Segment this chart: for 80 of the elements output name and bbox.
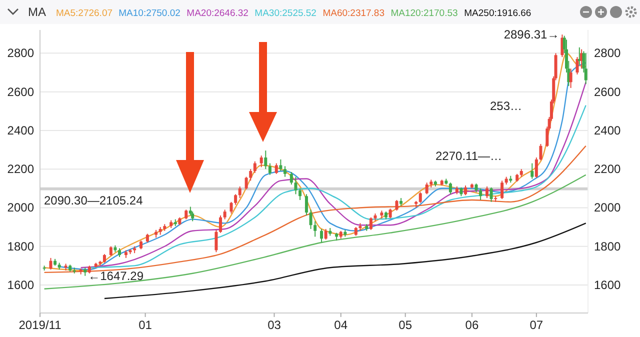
- candlestick: [244, 176, 248, 190]
- candlestick: [294, 176, 298, 195]
- candlestick: [479, 188, 482, 200]
- candlestick: [320, 228, 324, 243]
- y2-tick-label: 1800: [594, 239, 622, 254]
- candlestick: [230, 201, 233, 214]
- y-tick-label: 1800: [7, 239, 34, 254]
- y2-tick-label: 2800: [594, 46, 622, 60]
- candlestick: [268, 162, 272, 176]
- annotation: 2270.11—…: [436, 149, 502, 163]
- y2-tick-label: 2000: [594, 200, 622, 215]
- candlestick: [448, 182, 452, 195]
- candlestick: [219, 214, 222, 234]
- candlestick: [304, 194, 308, 216]
- annotation: ←1647.29: [88, 268, 144, 283]
- annotation: 253…: [490, 99, 522, 113]
- text: MA5:2726.07: [56, 8, 113, 19]
- candlestick: [274, 162, 278, 174]
- x-tick-label: 06: [465, 318, 479, 332]
- candlestick: [395, 199, 398, 212]
- candlestick: [324, 228, 328, 240]
- candlestick: [283, 166, 286, 178]
- candlestick: [260, 155, 263, 168]
- candlestick: [485, 186, 488, 199]
- y2-tick-label: 2200: [594, 162, 622, 176]
- candlestick: [290, 171, 293, 186]
- candlestick: [369, 216, 372, 230]
- band-label: 2090.30—2105.24: [44, 193, 144, 208]
- y-tick-label: 2600: [7, 84, 34, 99]
- x-tick-label: 01: [138, 318, 152, 332]
- y-tick-label: 2800: [7, 46, 34, 60]
- y2-tick-label: 2600: [594, 84, 622, 99]
- candlestick: [569, 68, 572, 88]
- text: MA60:2317.83: [322, 8, 385, 19]
- candlestick: [223, 209, 226, 220]
- x-tick-label: 2019/11: [18, 318, 62, 332]
- candlestick: [298, 188, 302, 200]
- candlestick: [418, 192, 422, 204]
- candlestick: [534, 156, 538, 178]
- candlestick: [253, 160, 256, 174]
- x-tick-label: 04: [334, 318, 348, 332]
- candlestick: [584, 52, 588, 85]
- y-tick-label: 1600: [7, 278, 34, 292]
- y-tick-label: 2400: [7, 123, 34, 138]
- candlestick: [249, 168, 252, 182]
- candlestick: [264, 150, 268, 170]
- candlestick: [464, 185, 468, 196]
- line-series: [44, 145, 586, 274]
- line-series: [44, 174, 586, 290]
- y-tick-label: 2200: [7, 162, 34, 176]
- candlestick: [309, 209, 312, 230]
- text: MA250:1916.66: [464, 8, 532, 19]
- candlestick: [388, 208, 392, 219]
- candlestick: [314, 220, 317, 238]
- candlestick: [490, 186, 493, 202]
- annotation: 2896.31→: [504, 28, 560, 42]
- candlestick: [184, 209, 188, 220]
- text: MA120:2170.53: [390, 8, 458, 19]
- text: MA30:2525.52: [254, 8, 316, 19]
- legend-title: MA: [28, 5, 46, 19]
- candlestick: [500, 180, 504, 200]
- x-tick-label: 07: [530, 318, 544, 332]
- candlestick: [214, 229, 218, 253]
- candlestick: [539, 143, 542, 161]
- candlestick: [234, 194, 238, 206]
- y-tick-label: 2000: [7, 200, 34, 215]
- candlestick: [238, 186, 242, 199]
- x-tick-label: 03: [268, 318, 282, 332]
- candlestick: [191, 211, 194, 222]
- candlestick: [49, 257, 52, 270]
- candlestick: [530, 162, 534, 180]
- candlestick: [576, 56, 579, 75]
- candlestick: [109, 246, 112, 257]
- x-tick-label: 05: [398, 318, 412, 332]
- candlestick: [425, 182, 428, 195]
- y2-tick-label: 1600: [594, 278, 622, 292]
- text: MA10:2750.02: [118, 8, 180, 19]
- text: MA20:2646.32: [186, 8, 248, 19]
- y2-tick-label: 2400: [594, 123, 622, 138]
- candlestick: [279, 158, 282, 172]
